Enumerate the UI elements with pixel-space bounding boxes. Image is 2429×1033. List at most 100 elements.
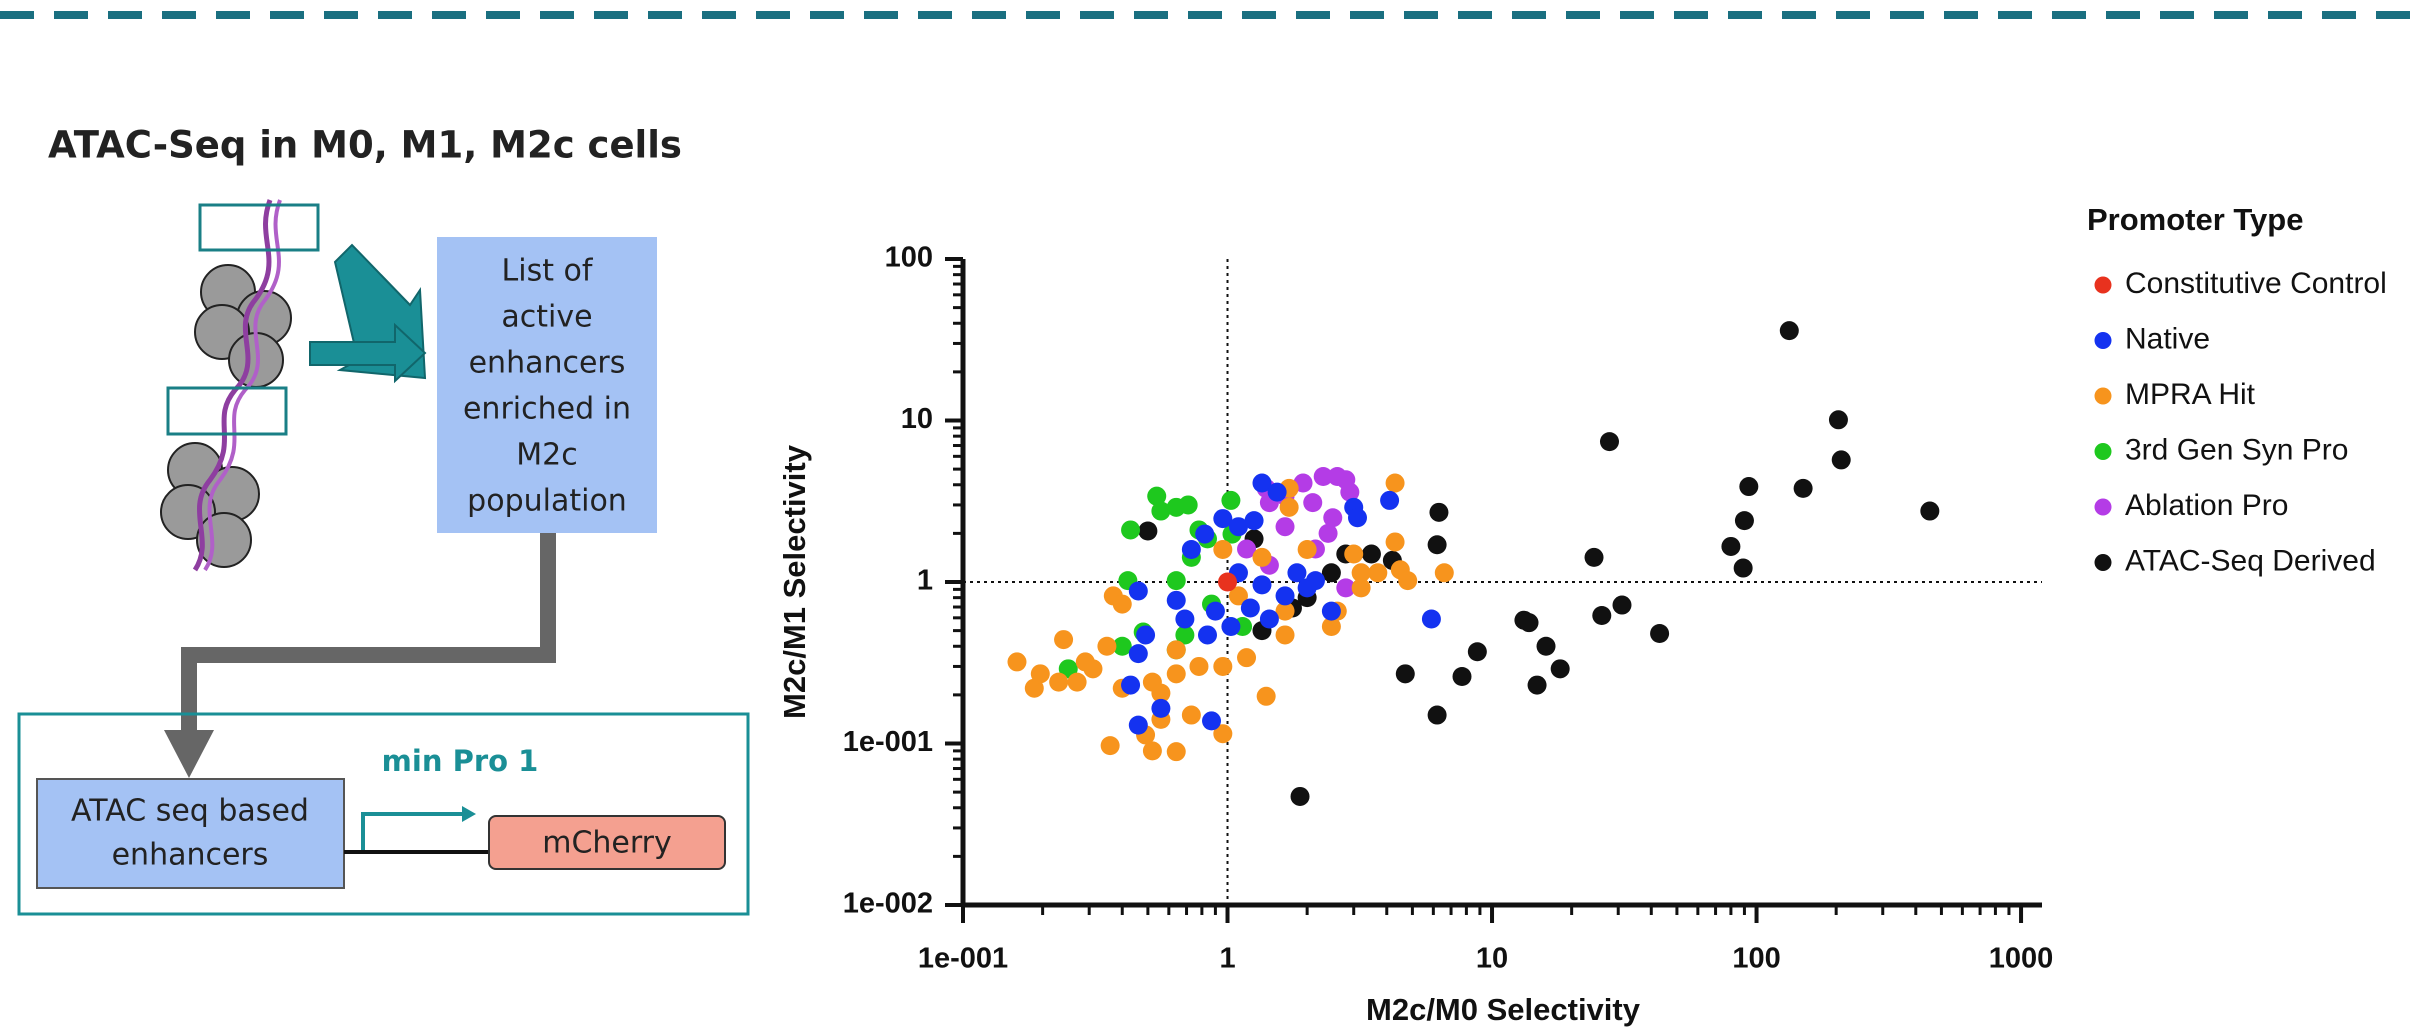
data-point: [1195, 524, 1215, 544]
data-point: [1398, 571, 1418, 591]
legend-marker: [2094, 276, 2112, 294]
data-point: [1181, 539, 1201, 559]
data-point: [1275, 625, 1295, 645]
output-box: [437, 237, 657, 533]
data-point: [1237, 539, 1257, 559]
scatter-chart: M2c/M0 Selectivity M2c/M1 Selectivity Pr…: [777, 202, 2387, 1027]
data-point: [1213, 656, 1233, 676]
legend-label: Native: [2125, 322, 2210, 355]
data-point: [1256, 686, 1276, 706]
promoter-arrow: [361, 812, 465, 850]
data-point: [1267, 482, 1287, 502]
data-point: [1584, 547, 1604, 567]
data-point: [1275, 601, 1295, 621]
legend-marker: [2094, 387, 2112, 405]
data-point: [1287, 563, 1307, 583]
output-box-line: M2c: [516, 438, 577, 473]
data-point: [1779, 321, 1799, 341]
data-point: [1305, 571, 1325, 591]
output-box-line: population: [467, 484, 627, 519]
data-point: [1221, 617, 1241, 637]
data-point: [1385, 532, 1405, 552]
legend-label: Ablation Pro: [2125, 489, 2288, 522]
data-point: [1421, 609, 1441, 629]
data-point: [1650, 623, 1670, 643]
data-point: [1128, 644, 1148, 664]
data-point: [1321, 617, 1341, 637]
x-tick-label: 100: [1732, 943, 1780, 975]
data-point: [1920, 501, 1940, 521]
data-point: [1452, 666, 1472, 686]
output-box-line: active: [501, 300, 592, 335]
y-tick-label: 10: [901, 403, 933, 435]
legend-marker: [2094, 443, 2112, 460]
data-point: [1321, 601, 1341, 621]
data-point: [1213, 509, 1233, 529]
legend-label: Constitutive Control: [2125, 267, 2387, 300]
data-point: [1166, 664, 1186, 684]
data-point: [1592, 606, 1612, 626]
data-point: [1218, 572, 1238, 592]
data-point: [1112, 594, 1132, 614]
data-point: [1151, 683, 1171, 703]
x-tick-label: 1e-001: [918, 943, 1008, 975]
data-point: [1221, 490, 1241, 510]
data-point: [1100, 736, 1120, 756]
data-point: [1054, 630, 1074, 650]
section-title: ATAC-Seq in M0, M1, M2c cells: [48, 124, 682, 167]
data-point: [1434, 563, 1454, 583]
data-point: [1213, 539, 1233, 559]
promoter-arrowhead: [462, 806, 476, 822]
flow-arrowhead: [164, 730, 214, 778]
y-tick-label: 1: [917, 565, 933, 597]
data-point: [1297, 539, 1317, 559]
legend-title: Promoter Type: [2087, 202, 2303, 237]
legend-label: ATAC-Seq Derived: [2125, 544, 2376, 577]
data-point: [1831, 450, 1851, 470]
x-tick-label: 10: [1476, 943, 1508, 975]
data-point: [1112, 636, 1132, 656]
data-point: [1527, 675, 1547, 695]
data-point: [1244, 511, 1264, 531]
data-point: [1024, 678, 1044, 698]
data-point: [1550, 659, 1570, 679]
data-point: [1228, 586, 1248, 606]
data-point: [1321, 563, 1341, 583]
data-point: [1259, 609, 1279, 629]
data-point: [1361, 544, 1381, 564]
construct-frame: [17, 712, 750, 916]
output-box-line: List of: [502, 254, 594, 289]
data-point: [1136, 625, 1156, 645]
data-point: [1351, 578, 1371, 598]
data-point: [1252, 575, 1272, 595]
data-point: [1351, 563, 1371, 583]
enhancer-line: enhancers: [112, 838, 269, 873]
data-point: [1612, 595, 1632, 615]
data-point: [1147, 486, 1167, 506]
data-point: [1166, 590, 1186, 610]
data-point: [1175, 625, 1195, 645]
data-point: [1536, 636, 1556, 656]
x-axis-title: M2c/M0 Selectivity: [1366, 992, 1641, 1027]
data-point: [1793, 478, 1813, 498]
data-point: [1828, 410, 1848, 430]
y-tick-label: 1e-002: [843, 888, 933, 920]
data-point: [1067, 672, 1087, 692]
data-point: [1007, 652, 1027, 672]
data-point: [1427, 705, 1447, 725]
data-point: [1128, 715, 1148, 735]
data-point: [1228, 517, 1248, 537]
data-point: [1279, 497, 1299, 517]
enhancer-box: [36, 778, 345, 889]
data-point: [1323, 508, 1343, 528]
output-box-line: enriched in: [463, 392, 631, 427]
data-point: [1599, 432, 1619, 452]
data-point: [1213, 724, 1233, 744]
data-point: [1368, 563, 1388, 583]
data-point: [1166, 571, 1186, 591]
data-point: [1166, 742, 1186, 762]
data-point: [1128, 581, 1148, 601]
data-point: [1252, 473, 1272, 493]
